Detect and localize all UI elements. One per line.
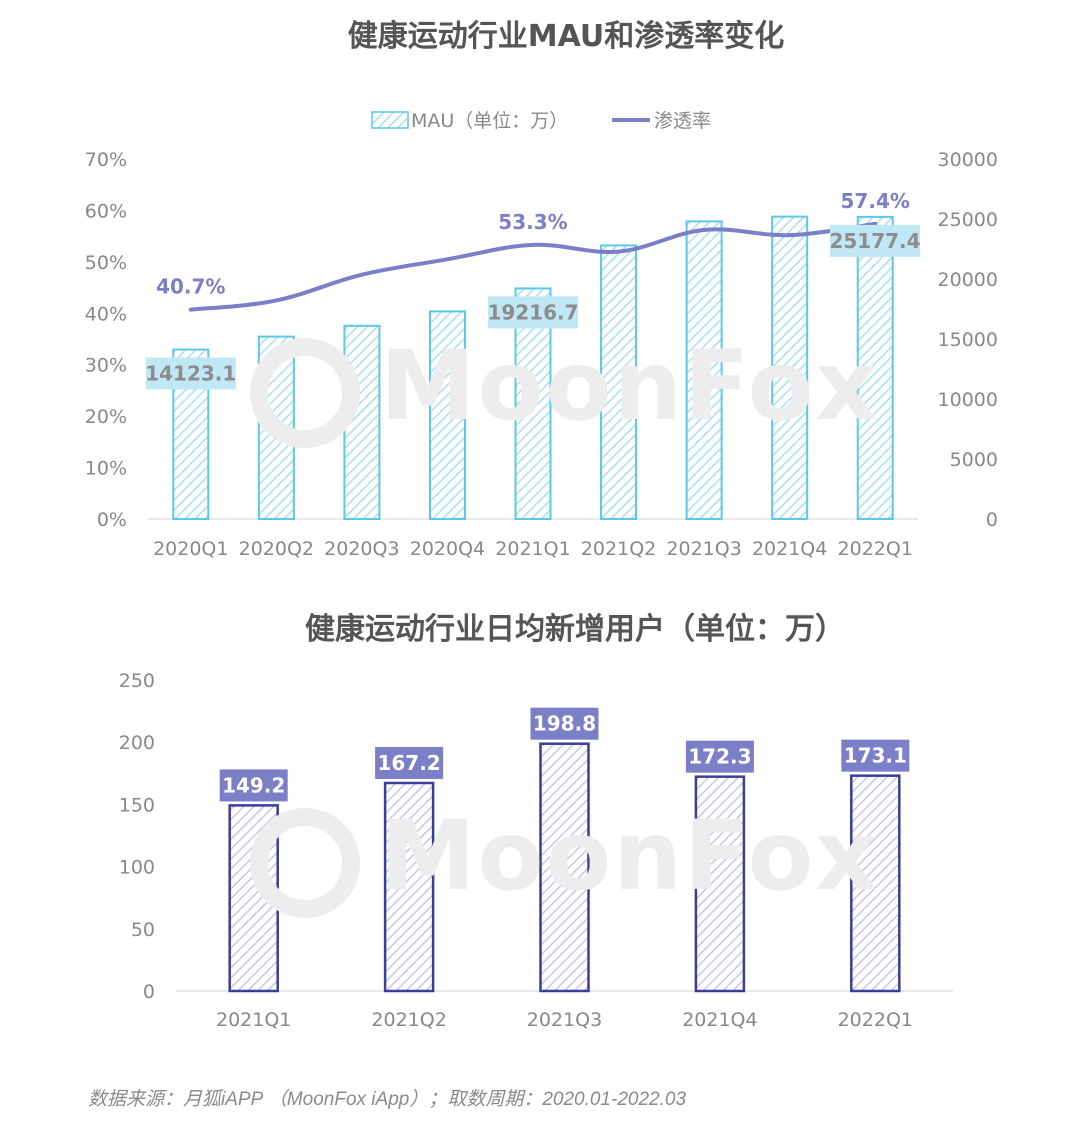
y-tick-label: 100	[119, 857, 155, 879]
watermark-logo-top: MoonFox	[250, 330, 879, 448]
left-tick-label: 30%	[85, 355, 127, 377]
right-tick-label: 15000	[938, 329, 998, 351]
left-tick-label: 70%	[85, 149, 127, 171]
rate-data-label: 57.4%	[841, 189, 910, 213]
watermark-logo-bottom: MoonFox	[250, 800, 879, 918]
mau-data-label: 19216.7	[487, 300, 578, 324]
chart-daily-new-users: 健康运动行业日均新增用户（单位：万） 0 50 100 150 200 250 149.2…	[119, 612, 953, 1031]
x-tick-label: 2020Q3	[324, 538, 399, 560]
mau-label-box	[145, 357, 236, 390]
mau-bar	[771, 215, 809, 520]
rate-data-label: 40.7%	[156, 275, 225, 299]
x-tick-label: 2021Q4	[682, 1009, 757, 1031]
chart2-x-axis: 2021Q1 2021Q2 2021Q3 2021Q4 2022Q1	[216, 1009, 913, 1031]
dnu-data-label: 149.2	[222, 773, 285, 797]
mau-bar	[428, 310, 466, 520]
x-tick-label: 2021Q1	[216, 1009, 291, 1031]
x-tick-label: 2020Q4	[410, 538, 485, 560]
mau-bar	[600, 244, 638, 520]
left-tick-label: 0%	[97, 509, 127, 531]
x-tick-label: 2021Q3	[666, 538, 741, 560]
left-tick-label: 20%	[85, 406, 127, 428]
x-tick-label: 2022Q1	[838, 538, 913, 560]
left-tick-label: 40%	[85, 303, 127, 325]
x-tick-label: 2021Q3	[527, 1009, 602, 1031]
legend-rate-label: 渗透率	[654, 110, 711, 132]
dnu-label-box	[219, 769, 288, 802]
dnu-data-label: 173.1	[844, 744, 907, 768]
mau-bar	[856, 215, 894, 521]
chart-mau-penetration: 健康运动行业MAU和渗透率变化 MAU（单位：万） 渗透率 0% 10% 20% 30…	[85, 19, 998, 560]
mau-bar	[685, 220, 723, 520]
right-tick-label: 10000	[938, 389, 998, 411]
dnu-data-label: 167.2	[377, 751, 440, 775]
dnu-label-box	[375, 747, 444, 780]
dnu-bar	[539, 742, 590, 993]
rate-data-label: 53.3%	[498, 210, 567, 234]
y-tick-label: 250	[119, 670, 155, 692]
mau-data-label: 14123.1	[145, 362, 236, 386]
chart2-title: 健康运动行业日均新增用户（单位：万）	[305, 612, 845, 647]
x-tick-label: 2020Q2	[239, 538, 314, 560]
source-footnote: 数据来源：月狐iAPP （MoonFox iApp）；取数周期：2020.01-…	[88, 1089, 687, 1110]
dnu-bar	[383, 781, 435, 993]
x-tick-label: 2022Q1	[838, 1009, 913, 1031]
chart1-legend: MAU（单位：万） 渗透率	[371, 110, 711, 132]
dnu-label-box	[841, 739, 910, 772]
right-tick-label: 25000	[938, 209, 998, 231]
chart1-title: 健康运动行业MAU和渗透率变化	[348, 19, 785, 54]
x-tick-label: 2021Q1	[495, 538, 570, 560]
y-tick-label: 0	[143, 981, 155, 1003]
mau-label-box	[488, 296, 578, 329]
mau-label-box	[830, 224, 920, 257]
dnu-data-label: 172.3	[688, 745, 751, 769]
legend-mau-label: MAU（单位：万）	[411, 110, 568, 132]
chart2-data-labels: 149.2 167.2 198.8 172.3 173.1	[219, 707, 910, 802]
chart1-x-axis: 2020Q1 2020Q2 2020Q3 2020Q4 2021Q1 2021Q2 2021…	[153, 538, 913, 560]
x-tick-label: 2021Q2	[581, 538, 656, 560]
right-tick-label: 30000	[938, 149, 998, 171]
penetration-line	[188, 221, 878, 312]
chart2-y-axis: 0 50 100 150 200 250	[119, 670, 155, 1003]
right-tick-label: 0	[986, 509, 998, 531]
chart1-right-axis: 0 5000 10000 15000 20000 25000 30000	[938, 149, 998, 531]
left-tick-label: 50%	[85, 252, 127, 274]
dnu-label-box	[530, 707, 599, 740]
chart1-data-labels: 40.7% 53.3% 57.4% 14123.1 19216.7 25177.4	[145, 189, 921, 390]
left-tick-label: 10%	[85, 458, 127, 480]
dnu-bar	[850, 774, 901, 993]
x-tick-label: 2021Q4	[752, 538, 827, 560]
y-tick-label: 50	[131, 919, 155, 941]
left-tick-label: 60%	[85, 200, 127, 222]
chart2-bars	[228, 742, 901, 993]
y-tick-label: 150	[119, 794, 155, 816]
y-tick-label: 200	[119, 732, 155, 754]
dnu-label-box	[685, 740, 754, 773]
chart1-line	[188, 221, 878, 312]
legend-mau-swatch	[371, 111, 409, 129]
dnu-data-label: 198.8	[533, 712, 596, 736]
dnu-bar	[694, 775, 746, 993]
chart1-left-axis: 0% 10% 20% 30% 40% 50% 60% 70%	[85, 149, 127, 531]
x-tick-label: 2021Q2	[371, 1009, 446, 1031]
mau-data-label: 25177.4	[829, 229, 920, 253]
right-tick-label: 5000	[950, 449, 998, 471]
x-tick-label: 2020Q1	[153, 538, 228, 560]
right-tick-label: 20000	[938, 269, 998, 291]
